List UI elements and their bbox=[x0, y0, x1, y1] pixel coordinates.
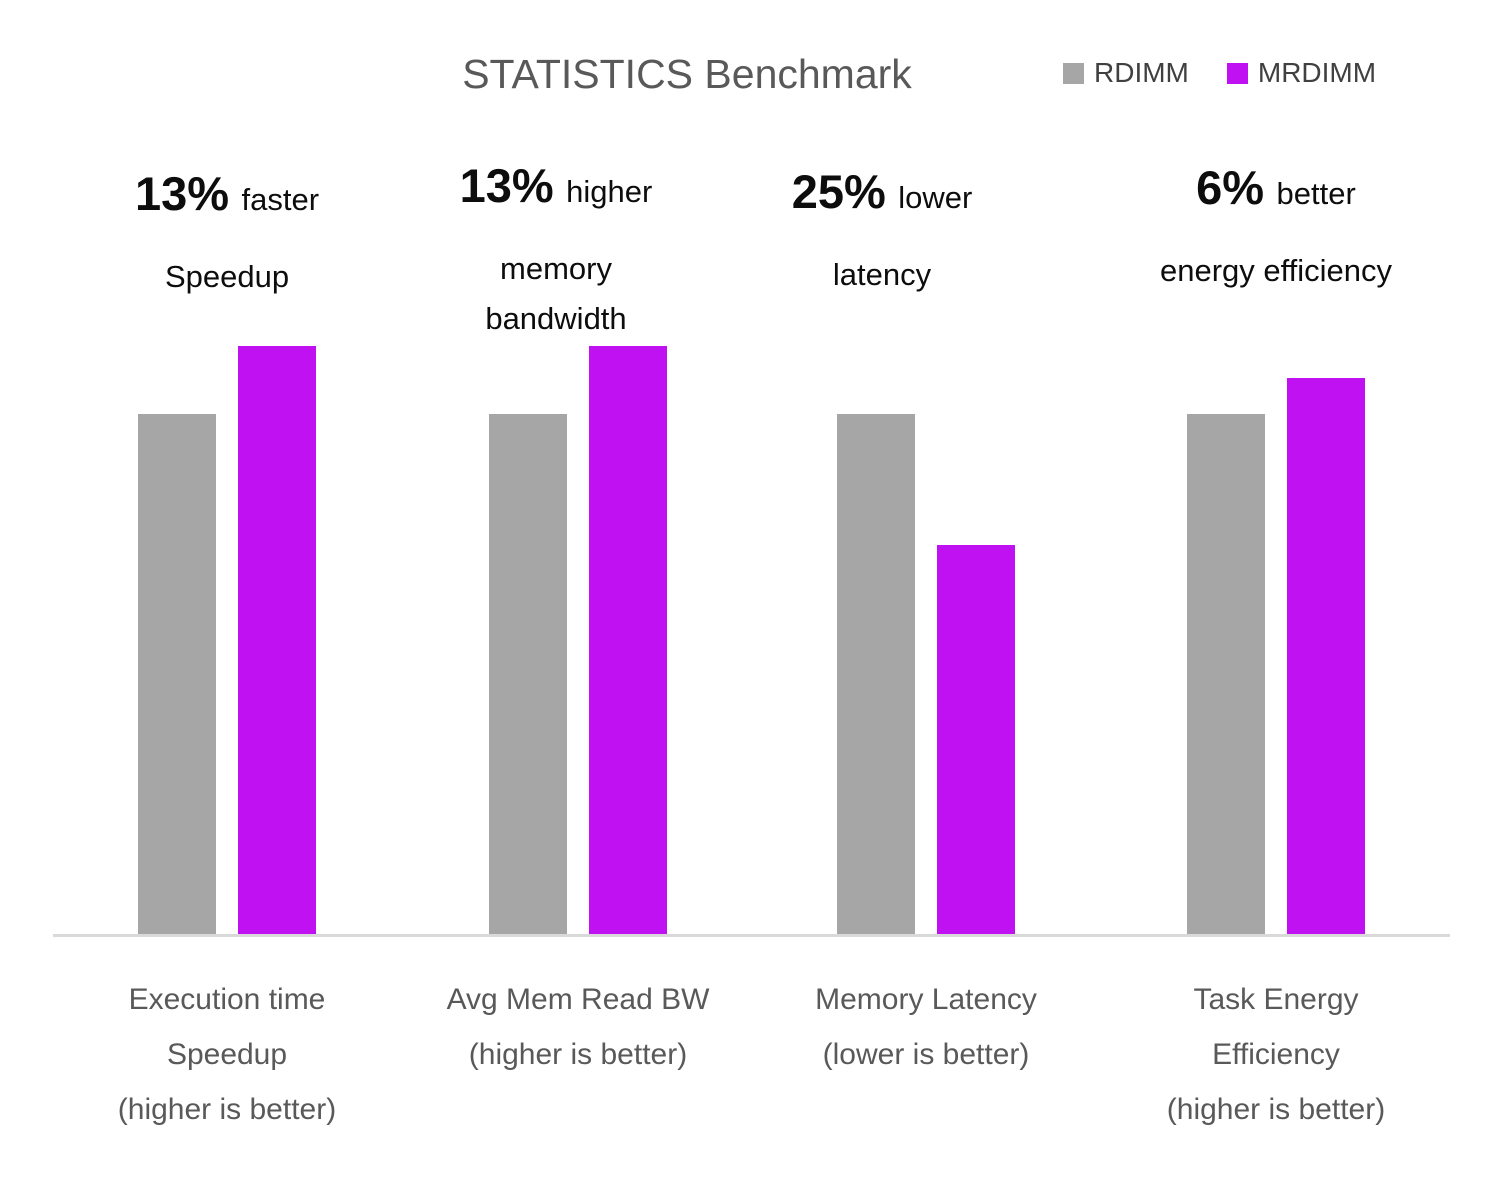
category-line: (higher is better) bbox=[117, 1093, 337, 1126]
category-line: (higher is better) bbox=[468, 1038, 688, 1071]
category-label-latency: Memory Latency (lower is better) bbox=[736, 972, 1116, 1082]
annotation-headline: 13% higher bbox=[366, 158, 746, 226]
annotation-word: higher bbox=[566, 174, 653, 209]
annotation-word: better bbox=[1276, 176, 1356, 211]
annotation-bandwidth: 13% higher memory bandwidth bbox=[366, 158, 746, 344]
category-line: Task Energy bbox=[1193, 983, 1359, 1016]
annotation-line: latency bbox=[832, 257, 932, 292]
legend-item-rdimm: RDIMM bbox=[1063, 57, 1189, 89]
bar-rdimm-latency bbox=[837, 414, 915, 936]
legend-item-mrdimm: MRDIMM bbox=[1226, 57, 1377, 89]
annotation-line: Speedup bbox=[164, 259, 290, 294]
category-line: Execution time bbox=[128, 983, 326, 1016]
annotation-line: energy efficiency bbox=[1159, 253, 1393, 288]
bar-rdimm-energy bbox=[1187, 414, 1265, 936]
annotation-headline: 25% lower bbox=[692, 164, 1072, 232]
chart-title: STATISTICS Benchmark bbox=[462, 51, 912, 97]
bar-mrdimm-speedup bbox=[238, 346, 316, 936]
annotation-line: bandwidth bbox=[485, 301, 627, 336]
annotation-word: lower bbox=[898, 180, 973, 215]
annotation-headline: 6% better bbox=[1086, 160, 1466, 228]
category-line: (higher is better) bbox=[1166, 1093, 1386, 1126]
category-label-speedup: Execution time Speedup (higher is better… bbox=[37, 972, 417, 1137]
bar-mrdimm-energy bbox=[1287, 377, 1365, 936]
category-line: Speedup bbox=[166, 1038, 288, 1071]
bar-mrdimm-bandwidth bbox=[589, 346, 667, 936]
category-line: Memory Latency bbox=[815, 983, 1037, 1016]
annotation-speedup: 13% faster Speedup bbox=[37, 166, 417, 302]
annotation-line: memory bbox=[500, 251, 612, 286]
legend-label-rdimm: RDIMM bbox=[1094, 57, 1189, 88]
category-line: Avg Mem Read BW bbox=[446, 983, 710, 1016]
annotation-percent: 13% bbox=[134, 167, 230, 220]
bar-rdimm-bandwidth bbox=[489, 414, 567, 936]
category-line: Efficiency bbox=[1212, 1038, 1340, 1071]
x-axis-line bbox=[53, 934, 1450, 937]
annotation-energy: 6% better energy efficiency bbox=[1086, 160, 1466, 296]
legend-swatch-rdimm bbox=[1063, 62, 1084, 84]
legend: RDIMM MRDIMM bbox=[1063, 57, 1376, 89]
bar-rdimm-speedup bbox=[138, 414, 216, 936]
annotation-percent: 13% bbox=[459, 159, 554, 212]
category-label-energy: Task Energy Efficiency (higher is better… bbox=[1086, 972, 1466, 1137]
annotation-latency: 25% lower latency bbox=[692, 164, 1072, 300]
annotation-percent: 6% bbox=[1196, 161, 1265, 214]
annotation-word: faster bbox=[241, 182, 320, 217]
annotation-headline: 13% faster bbox=[37, 166, 417, 234]
category-line: (lower is better) bbox=[822, 1038, 1030, 1071]
category-label-bandwidth: Avg Mem Read BW (higher is better) bbox=[388, 972, 768, 1082]
bar-mrdimm-latency bbox=[937, 544, 1015, 936]
legend-swatch-mrdimm bbox=[1226, 62, 1248, 84]
annotation-percent: 25% bbox=[791, 165, 886, 218]
legend-label-mrdimm: MRDIMM bbox=[1257, 57, 1377, 88]
